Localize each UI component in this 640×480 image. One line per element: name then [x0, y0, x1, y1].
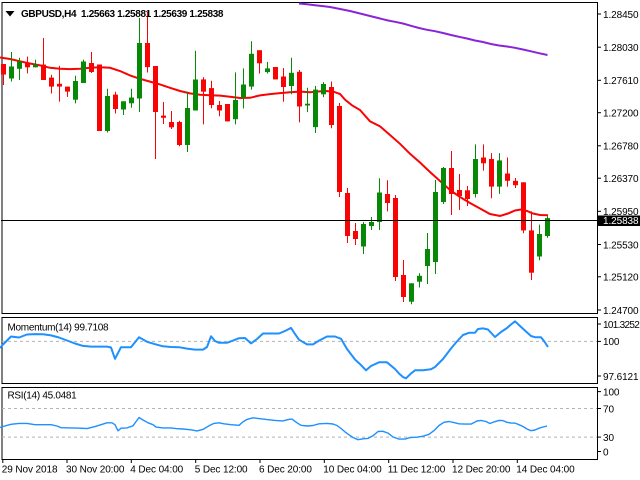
svg-text:GBPUSD,H4 1.25663 1.25881 1.2: GBPUSD,H4 1.25663 1.25881 1.25639 1.2583…: [21, 9, 224, 20]
svg-text:1.27200: 1.27200: [603, 109, 639, 120]
svg-text:RSI(14) 45.0481: RSI(14) 45.0481: [8, 391, 78, 402]
svg-text:1.28030: 1.28030: [603, 43, 639, 54]
svg-text:6 Dec 20:00: 6 Dec 20:00: [259, 465, 312, 476]
svg-text:30: 30: [603, 433, 614, 444]
svg-text:100: 100: [603, 387, 620, 398]
svg-text:5 Dec 12:00: 5 Dec 12:00: [195, 465, 248, 476]
svg-text:101.3252: 101.3252: [603, 320, 640, 331]
svg-text:1.25530: 1.25530: [603, 240, 639, 251]
svg-text:12 Dec 20:00: 12 Dec 20:00: [452, 465, 511, 476]
svg-text:70: 70: [603, 404, 614, 415]
svg-text:1.25120: 1.25120: [603, 273, 639, 284]
svg-text:97.6121: 97.6121: [603, 372, 639, 383]
svg-text:1.25950: 1.25950: [603, 207, 639, 218]
svg-text:1.26780: 1.26780: [603, 142, 639, 153]
svg-text:10 Dec 04:00: 10 Dec 04:00: [323, 465, 382, 476]
svg-text:11 Dec 12:00: 11 Dec 12:00: [388, 465, 446, 476]
svg-text:29 Nov 2018: 29 Nov 2018: [2, 465, 58, 476]
svg-text:30 Nov 20:00: 30 Nov 20:00: [66, 465, 125, 476]
svg-text:100: 100: [603, 337, 620, 348]
svg-text:1.25838: 1.25838: [603, 216, 639, 227]
svg-text:1.24700: 1.24700: [603, 306, 639, 317]
svg-text:0: 0: [603, 447, 609, 458]
svg-text:1.27610: 1.27610: [603, 76, 639, 87]
svg-text:4 Dec 04:00: 4 Dec 04:00: [130, 465, 183, 476]
svg-text:1.26370: 1.26370: [603, 174, 639, 185]
svg-text:Momentum(14) 99.7108: Momentum(14) 99.7108: [8, 323, 109, 334]
svg-text:1.28450: 1.28450: [603, 10, 639, 21]
svg-text:14 Dec 04:00: 14 Dec 04:00: [516, 465, 575, 476]
